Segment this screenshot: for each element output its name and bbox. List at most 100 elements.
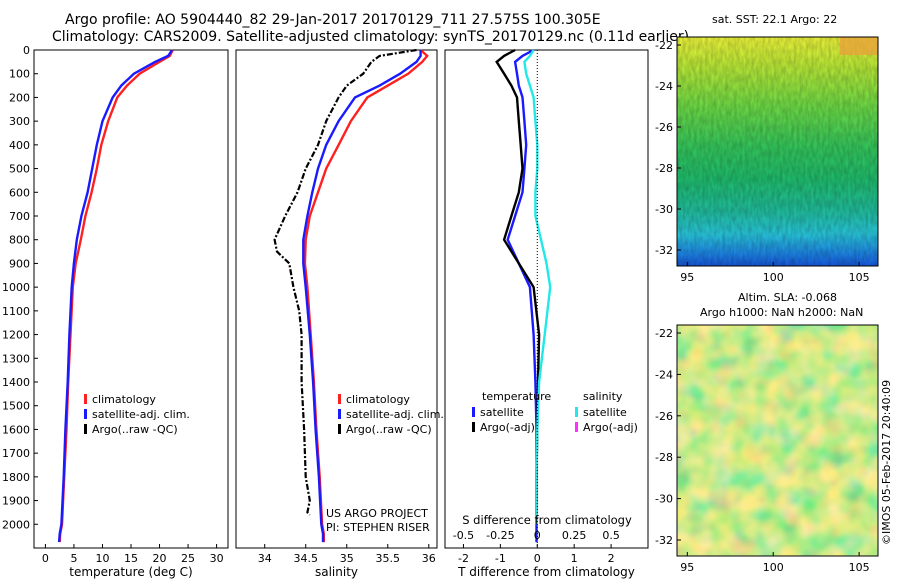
map-lon-label: 100 bbox=[763, 271, 784, 284]
legend-label: climatology bbox=[346, 393, 410, 406]
pi-annotation: PI: STEPHEN RISER bbox=[326, 521, 430, 534]
depth-tick-label: 1500 bbox=[2, 400, 30, 413]
legend-swatch bbox=[84, 409, 87, 419]
depth-tick-label: 1000 bbox=[2, 281, 30, 294]
series-line bbox=[58, 49, 174, 543]
map-lon-label: 105 bbox=[849, 271, 870, 284]
depth-tick-label: 1200 bbox=[2, 329, 30, 342]
depth-axis: 0 100 200 300 400 500 600 700 800 900 1000 1100 1200… bbox=[2, 44, 38, 531]
depth-tick-label: 300 bbox=[9, 115, 30, 128]
map-lat-label: -24 bbox=[655, 80, 673, 93]
legend-label: satellite-adj. clim. bbox=[92, 408, 190, 421]
x-tick-label: 0 bbox=[42, 552, 49, 565]
legend-label: satellite-adj. clim. bbox=[346, 408, 444, 421]
legend-swatch bbox=[84, 424, 87, 434]
profile-title: Argo profile: AO 5904440_82 29-Jan-2017 … bbox=[65, 12, 601, 28]
sst-map-label: sat. SST: 22.1 Argo: 22 bbox=[712, 13, 838, 26]
map-lon-label: 100 bbox=[763, 561, 784, 574]
s-tick-label: 0.5 bbox=[602, 529, 620, 542]
map-lon-label: 95 bbox=[680, 271, 694, 284]
map-lat-label: -28 bbox=[655, 451, 673, 464]
legend-label: Argo(..raw -QC) bbox=[92, 423, 178, 436]
legend-header: salinity bbox=[583, 390, 623, 403]
series-line bbox=[506, 48, 538, 543]
map-lat-label: -22 bbox=[655, 39, 673, 52]
legend-label: climatology bbox=[92, 393, 156, 406]
map-lat-label: -32 bbox=[655, 244, 673, 257]
series-line bbox=[57, 49, 174, 543]
map-lat-label: -32 bbox=[655, 534, 673, 547]
x-tick-label: 34 bbox=[258, 552, 272, 565]
legend-swatch bbox=[472, 407, 475, 417]
x-tick-label: 35.5 bbox=[376, 552, 401, 565]
depth-tick-label: 600 bbox=[9, 186, 30, 199]
profile-panels bbox=[33, 49, 649, 549]
s-axis-label: S difference from climatology bbox=[462, 513, 632, 527]
x-axis-label: T difference from climatology bbox=[457, 565, 635, 579]
s-tick-label: -0.25 bbox=[486, 529, 514, 542]
x-tick-label: 34.5 bbox=[293, 552, 318, 565]
legend-label: satellite bbox=[583, 406, 627, 419]
x-tick-label: 20 bbox=[153, 552, 167, 565]
difference-panel-frame bbox=[444, 49, 649, 549]
x-tick-label: 5 bbox=[70, 552, 77, 565]
argo-height-label: Argo h1000: NaN h2000: NaN bbox=[700, 306, 864, 319]
depth-tick-label: 400 bbox=[9, 139, 30, 152]
depth-tick-label: 1300 bbox=[2, 352, 30, 365]
series-line bbox=[273, 48, 417, 516]
map-lon-label: 105 bbox=[849, 561, 870, 574]
depth-tick-label: 1400 bbox=[2, 376, 30, 389]
x-tick-label: 35 bbox=[340, 552, 354, 565]
legend-swatch bbox=[472, 422, 475, 432]
legend-swatch bbox=[575, 422, 578, 432]
map-lat-label: -22 bbox=[655, 327, 673, 340]
salinity-plot: 34 34.5 35 35.5 36 salinity climatology satelli… bbox=[258, 48, 444, 579]
legend-label: Argo(-adj) bbox=[480, 421, 535, 434]
x-axis-label: salinity bbox=[315, 565, 358, 579]
legend-header: temperature bbox=[482, 390, 551, 403]
x-tick-label: 2 bbox=[608, 552, 615, 565]
climatology-title: Climatology: CARS2009. Satellite-adjuste… bbox=[52, 29, 690, 45]
depth-tick-label: 200 bbox=[9, 91, 30, 104]
legend-swatch bbox=[338, 424, 341, 434]
depth-tick-label: 500 bbox=[9, 163, 30, 176]
difference-plot: -2 -1 0 1 2T difference from climatology -0.5… bbox=[453, 48, 638, 579]
depth-tick-label: 0 bbox=[23, 44, 30, 57]
map-lat-label: -26 bbox=[655, 410, 673, 423]
sla-map-label: Altim. SLA: -0.068 bbox=[738, 291, 838, 304]
sla-map-axes: -22 -24 -26 -28 -30 -32 95 100 105 bbox=[655, 327, 870, 574]
s-tick-label: 0.25 bbox=[562, 529, 587, 542]
depth-tick-label: 2000 bbox=[2, 518, 30, 531]
legend-label: satellite bbox=[480, 406, 524, 419]
x-tick-label: 36 bbox=[422, 552, 436, 565]
map-lat-label: -24 bbox=[655, 368, 673, 381]
s-tick-label: 0 bbox=[534, 529, 541, 542]
temperature-plot: 0 5 10 15 20 25 30 temperature (deg C) climatolo… bbox=[42, 49, 224, 579]
map-lat-label: -30 bbox=[655, 203, 673, 216]
sst-map-frame bbox=[676, 36, 879, 267]
depth-tick-label: 700 bbox=[9, 210, 30, 223]
x-tick-label: -2 bbox=[458, 552, 469, 565]
series-line bbox=[302, 50, 422, 543]
x-tick-label: 0 bbox=[534, 552, 541, 565]
depth-tick-label: 1900 bbox=[2, 495, 30, 508]
depth-tick-label: 800 bbox=[9, 234, 30, 247]
depth-tick-label: 1100 bbox=[2, 305, 30, 318]
s-tick-label: -0.5 bbox=[453, 529, 474, 542]
legend-swatch bbox=[575, 407, 578, 417]
map-lat-label: -28 bbox=[655, 162, 673, 175]
x-tick-label: 1 bbox=[571, 552, 578, 565]
x-axis-label: temperature (deg C) bbox=[69, 565, 192, 579]
x-tick-label: 10 bbox=[95, 552, 109, 565]
map-lat-label: -26 bbox=[655, 121, 673, 134]
sla-map bbox=[677, 325, 878, 556]
sst-map bbox=[677, 37, 878, 266]
depth-tick-label: 1800 bbox=[2, 471, 30, 484]
x-tick-label: 30 bbox=[210, 552, 224, 565]
series-line bbox=[495, 48, 541, 515]
project-annotation: US ARGO PROJECT bbox=[326, 507, 428, 520]
map-lon-label: 95 bbox=[680, 561, 694, 574]
x-tick-label: 25 bbox=[181, 552, 195, 565]
series-line bbox=[523, 49, 552, 525]
